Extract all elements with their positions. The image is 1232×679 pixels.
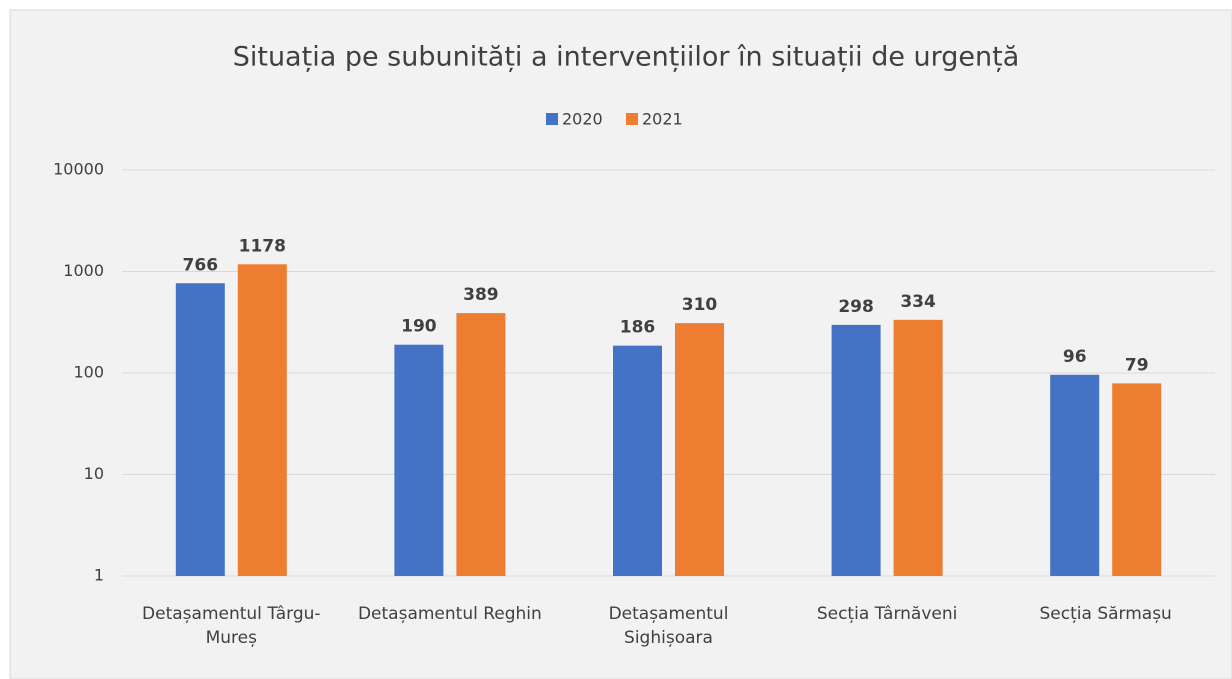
legend-swatch [626, 113, 638, 125]
bar [1112, 383, 1162, 576]
data-label: 190 [401, 317, 437, 337]
y-tick-label: 100 [73, 363, 104, 382]
legend-swatch [546, 113, 558, 125]
x-tick-label: Detașamentul Reghin [357, 604, 542, 624]
x-tick-label: Detașamentul Târgu-Mureș [142, 604, 321, 648]
chart-title: Situația pe subunități a intervențiilor … [233, 42, 1020, 73]
data-label: 298 [838, 297, 874, 317]
bar [831, 324, 881, 576]
x-tick-label: Secția Sărmașu [1039, 604, 1172, 624]
data-label: 334 [900, 292, 936, 312]
bar [613, 345, 662, 576]
bar [175, 283, 225, 576]
data-label: 1178 [239, 236, 286, 256]
y-tick-label: 1000 [63, 261, 104, 280]
data-label: 389 [463, 285, 499, 305]
data-label: 186 [620, 318, 656, 338]
bar [675, 323, 724, 576]
x-tick-label: Detașamentul Sighișoara [608, 604, 729, 648]
legend-label: 2020 [562, 110, 603, 129]
data-label: 310 [682, 295, 718, 315]
bar [1050, 374, 1100, 576]
data-label: 96 [1063, 347, 1087, 367]
data-label: 766 [183, 255, 219, 275]
bar [394, 344, 444, 576]
y-tick-label: 10 [84, 464, 104, 483]
bar [456, 313, 506, 576]
data-label: 79 [1125, 355, 1149, 375]
bar [237, 264, 287, 576]
y-tick-label: 1 [94, 566, 104, 585]
legend-label: 2021 [642, 110, 683, 129]
bar [893, 319, 943, 576]
x-tick-label: Secția Târnăveni [816, 604, 958, 624]
y-tick-label: 10000 [53, 160, 104, 179]
